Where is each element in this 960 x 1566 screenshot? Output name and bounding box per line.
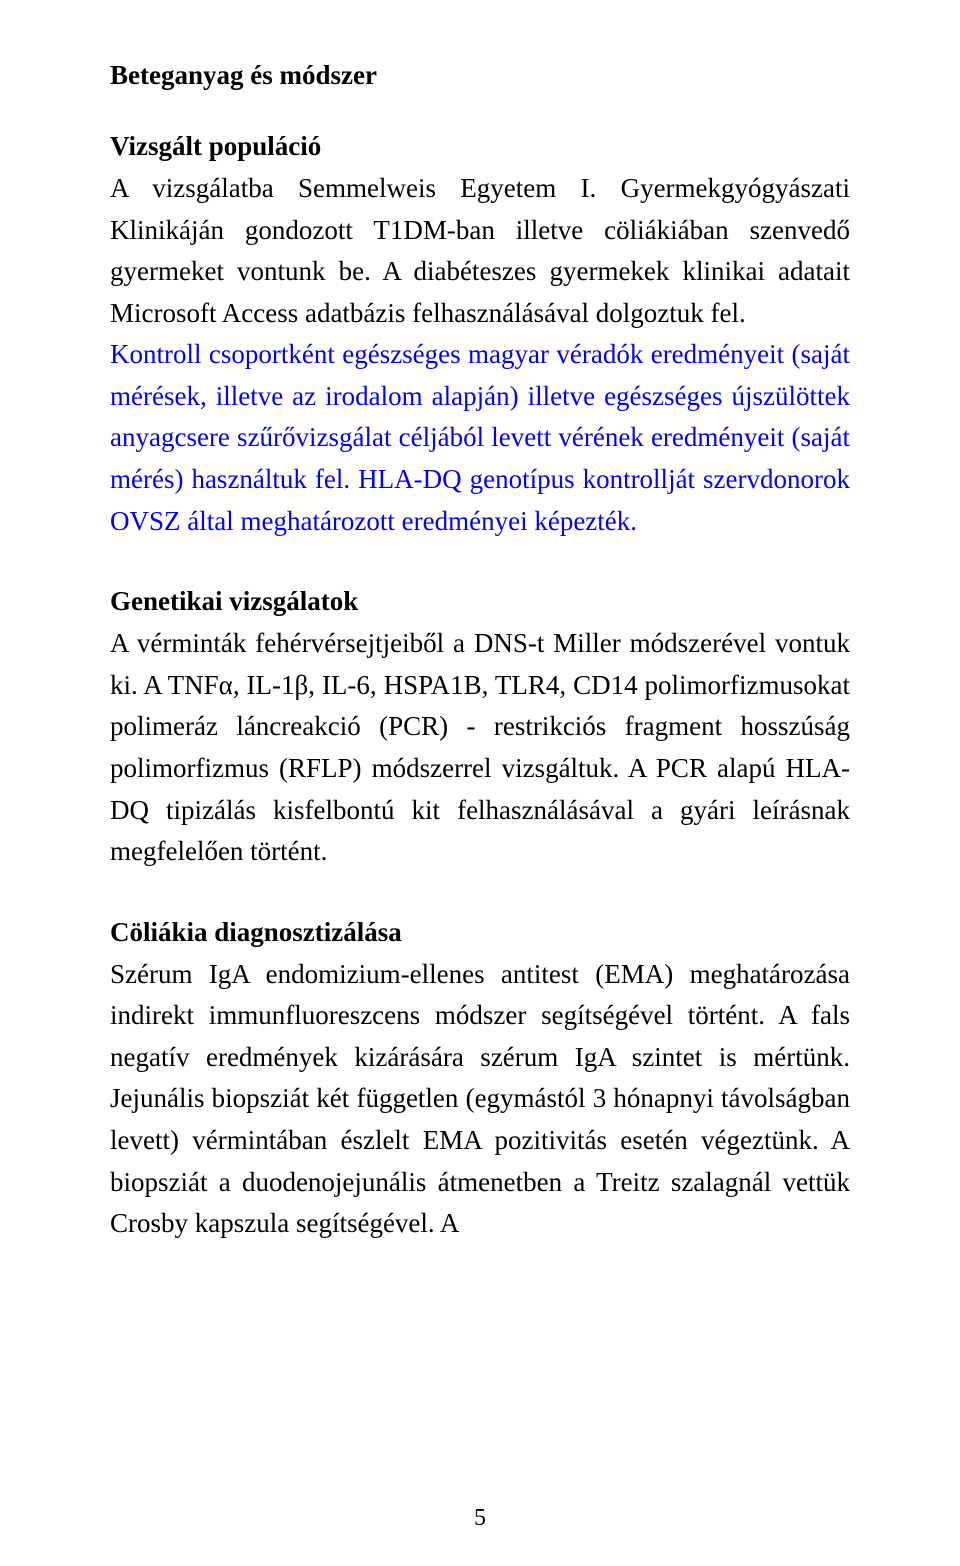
highlighted-text: Kontroll csoportként egészséges magyar v… [110,339,850,535]
subsection-heading: Cöliákia diagnosztizálása [110,917,850,948]
body-paragraph: A vérminták fehérvérsejtjeiből a DNS-t M… [110,623,850,872]
body-paragraph: A vizsgálatba Semmelweis Egyetem I. Gyer… [110,168,850,334]
document-page: Beteganyag és módszer Vizsgált populáció… [0,0,960,1566]
subsection-heading: Vizsgált populáció [110,131,850,162]
page-number: 5 [0,1505,960,1532]
body-paragraph: Kontroll csoportként egészséges magyar v… [110,334,850,542]
section-heading: Beteganyag és módszer [110,60,850,91]
subsection-heading: Genetikai vizsgálatok [110,586,850,617]
body-paragraph: Szérum IgA endomizium-ellenes antitest (… [110,954,850,1245]
